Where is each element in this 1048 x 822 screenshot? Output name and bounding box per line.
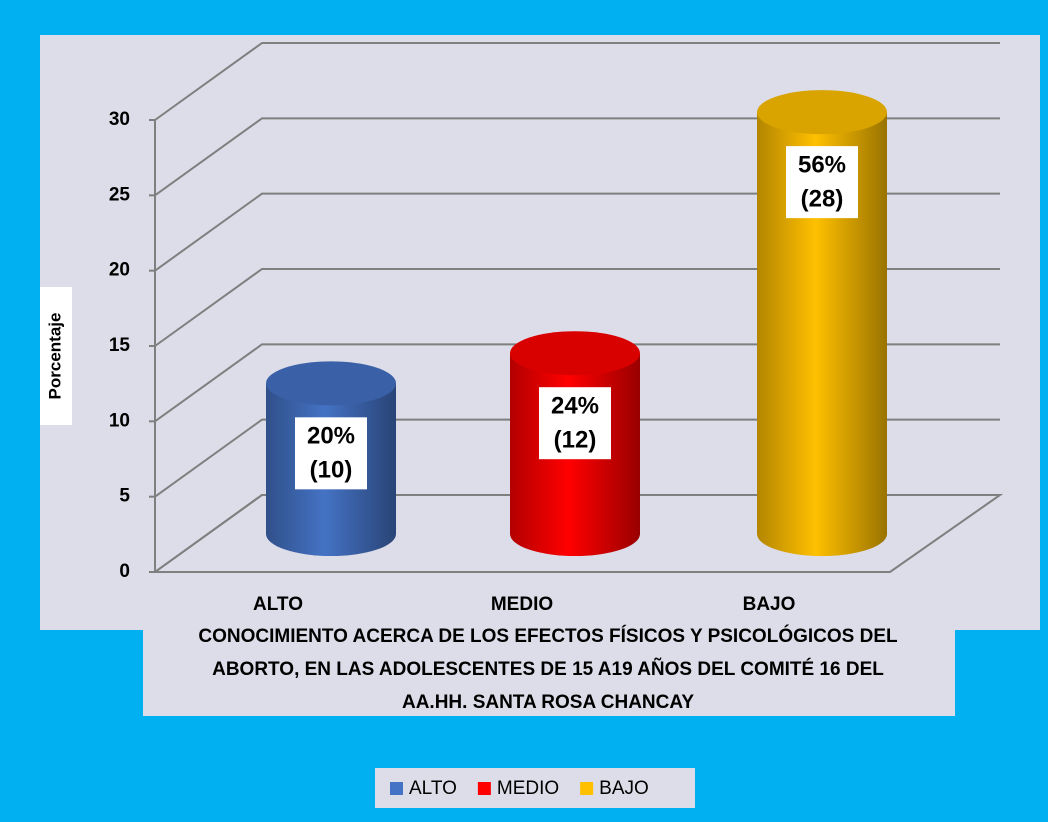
y-tick-label: 5 <box>119 486 130 507</box>
chart-title: CONOCIMIENTO ACERCA DE LOS EFECTOS FÍSIC… <box>198 625 898 647</box>
legend-swatch <box>477 782 491 795</box>
bar <box>757 112 887 556</box>
y-tick-label: 15 <box>109 335 131 356</box>
data-label: 20% <box>307 423 355 450</box>
legend: ALTO MEDIO BAJO <box>390 778 649 799</box>
grid-line <box>154 494 1000 573</box>
bar-top <box>266 361 396 406</box>
grid-line <box>154 343 1000 423</box>
grid-line <box>154 418 1000 498</box>
chart-title: AA.HH. SANTA ROSA CHANCAY <box>402 692 694 713</box>
data-label-box <box>295 417 367 490</box>
data-label: (10) <box>310 457 353 484</box>
bar-top <box>510 331 640 376</box>
y-axis-label: Porcentaje <box>45 313 64 400</box>
data-label-box <box>539 387 611 460</box>
chart-title: ABORTO, EN LAS ADOLESCENTES DE 15 A19 AÑ… <box>212 658 884 680</box>
grid-line <box>154 268 1000 347</box>
legend-swatch <box>390 782 403 795</box>
legend-label: MEDIO <box>497 778 559 799</box>
data-label-box <box>786 146 858 219</box>
legend-box <box>375 768 695 808</box>
plot: 0 5 10 15 20 25 30 ALTO 20% (10) MEDIO 24% (12) BAJO 5… <box>109 42 1004 615</box>
data-label: (12) <box>554 427 597 454</box>
legend-label: BAJO <box>599 778 649 799</box>
grid-line <box>154 42 1000 121</box>
x-tick-label: ALTO <box>253 594 303 615</box>
y-label-box <box>40 287 72 425</box>
data-label: 56% <box>798 151 846 178</box>
y-tick-label: 0 <box>119 561 130 582</box>
data-label: 24% <box>551 393 599 420</box>
y-tick-label: 30 <box>109 109 130 130</box>
title-box <box>143 622 955 716</box>
data-label: (28) <box>801 185 844 212</box>
x-tick-label: BAJO <box>743 594 796 615</box>
x-tick-label: MEDIO <box>491 594 553 615</box>
bar-top <box>757 90 887 135</box>
legend-swatch <box>580 782 594 795</box>
grid-line <box>154 192 1000 272</box>
grid-line <box>154 117 1000 197</box>
legend-label: ALTO <box>409 778 457 799</box>
y-tick-label: 25 <box>109 184 131 205</box>
y-tick-label: 10 <box>109 410 130 431</box>
y-tick-label: 20 <box>109 260 130 281</box>
